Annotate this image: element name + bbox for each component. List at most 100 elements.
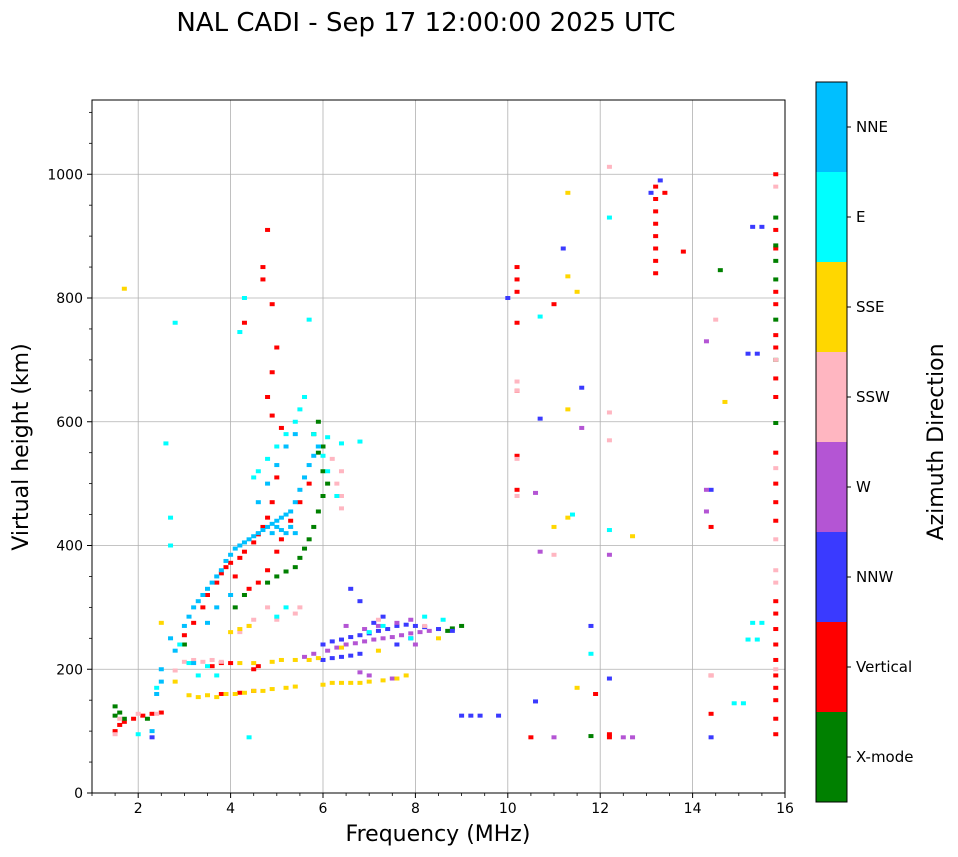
- data-point-sse: [269, 687, 275, 692]
- data-point-w: [334, 645, 340, 650]
- data-point-e: [325, 469, 331, 474]
- x-tick-label: 12: [591, 801, 609, 817]
- data-point-sse: [237, 627, 243, 632]
- data-point-ssw: [606, 164, 612, 169]
- data-point-w: [533, 490, 539, 495]
- data-point-vertical: [514, 487, 520, 492]
- data-point-e: [357, 439, 363, 444]
- data-point-sse: [223, 692, 229, 696]
- data-point-sse: [260, 688, 266, 693]
- data-point-x-mode: [588, 734, 594, 739]
- data-point-x-mode: [121, 716, 127, 721]
- data-point-sse: [269, 659, 275, 664]
- data-point-nnw: [505, 296, 511, 300]
- data-point-w: [352, 641, 358, 646]
- data-point-vertical: [773, 716, 779, 721]
- data-point-vertical: [260, 524, 266, 529]
- data-point-ssw: [297, 605, 303, 610]
- data-point-x-mode: [117, 710, 123, 715]
- data-point-nne: [283, 531, 289, 536]
- data-point-nne: [255, 500, 261, 505]
- data-point-vertical: [269, 302, 275, 307]
- data-point-sse: [292, 684, 298, 689]
- data-point-vertical: [653, 246, 659, 251]
- data-point-e: [440, 617, 446, 622]
- data-point-nne: [265, 524, 271, 529]
- data-point-nnw: [468, 713, 474, 718]
- data-point-w: [357, 670, 363, 675]
- data-point-nnw: [436, 627, 441, 632]
- data-point-vertical: [265, 395, 271, 399]
- data-point-nne: [269, 531, 275, 536]
- plot-frame: [91, 99, 786, 794]
- data-point-vertical: [112, 729, 118, 734]
- data-point-sse: [158, 620, 164, 625]
- data-point-vertical: [251, 667, 257, 672]
- data-point-x-mode: [241, 593, 247, 597]
- data-point-x-mode: [449, 626, 455, 631]
- data-point-e: [366, 630, 372, 635]
- data-point-ssw: [375, 617, 381, 622]
- data-point-nne: [292, 500, 298, 505]
- data-point-vertical: [205, 593, 210, 597]
- data-point-x-mode: [773, 277, 779, 282]
- data-point-sse: [292, 657, 298, 662]
- data-point-ssw: [773, 667, 779, 672]
- data-point-sse: [232, 692, 238, 696]
- data-point-w: [399, 633, 405, 638]
- data-point-ssw: [514, 494, 520, 498]
- data-point-nnw: [320, 657, 326, 662]
- data-point-w: [551, 735, 557, 740]
- x-tick-label: 10: [499, 801, 517, 817]
- data-point-vertical: [191, 620, 197, 625]
- data-point-nne: [306, 463, 312, 468]
- data-point-vertical: [773, 450, 779, 455]
- data-point-sse: [186, 693, 192, 698]
- data-point-nne: [149, 729, 155, 734]
- data-point-nne: [205, 586, 210, 591]
- colorbar-tick-label: SSE: [856, 298, 885, 316]
- x-tick-label: 4: [226, 801, 235, 817]
- data-point-x-mode: [283, 569, 289, 574]
- data-point-vertical: [278, 537, 284, 542]
- data-point-sse: [283, 685, 289, 690]
- data-point-sse: [403, 673, 409, 678]
- data-point-vertical: [773, 518, 779, 523]
- data-point-e: [606, 215, 612, 220]
- data-point-nnw: [149, 735, 155, 740]
- data-point-nne: [246, 537, 252, 542]
- data-point-ssw: [191, 657, 197, 662]
- data-point-vertical: [773, 673, 779, 678]
- data-point-sse: [366, 679, 372, 684]
- data-point-e: [177, 642, 183, 647]
- data-point-w: [302, 654, 308, 659]
- data-point-e: [569, 512, 575, 517]
- data-point-sse: [565, 515, 571, 520]
- data-point-nne: [260, 528, 266, 533]
- colorbar-segment: [816, 262, 847, 352]
- data-point-x-mode: [297, 555, 303, 560]
- data-point-nne: [232, 546, 238, 551]
- data-point-nne: [168, 636, 174, 641]
- data-point-vertical: [274, 549, 280, 554]
- data-point-e: [740, 701, 746, 706]
- y-tick-label: 1000: [47, 167, 83, 183]
- data-point-nne: [292, 531, 298, 536]
- data-point-ssw: [338, 469, 344, 474]
- data-point-vertical: [274, 345, 280, 350]
- data-point-ssw: [329, 456, 335, 461]
- data-point-sse: [436, 636, 441, 641]
- data-point-e: [283, 432, 289, 437]
- data-point-vertical: [200, 605, 206, 610]
- data-point-nne: [181, 623, 187, 628]
- data-point-x-mode: [112, 713, 118, 718]
- data-point-vertical: [773, 698, 779, 703]
- data-point-e: [292, 419, 298, 424]
- data-point-x-mode: [459, 623, 465, 628]
- data-point-nnw: [537, 416, 543, 421]
- data-point-ssw: [292, 611, 298, 616]
- data-point-e: [422, 614, 428, 619]
- data-point-vertical: [149, 711, 155, 716]
- data-point-x-mode: [315, 509, 321, 514]
- data-point-vertical: [158, 710, 164, 715]
